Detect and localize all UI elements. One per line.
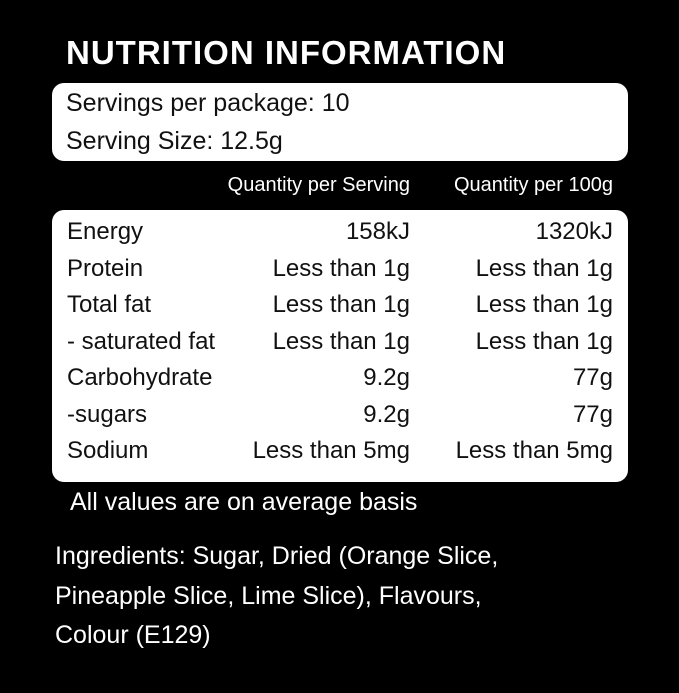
per-serving-value: 9.2g — [363, 364, 410, 391]
per-100g-value: Less than 1g — [475, 327, 613, 355]
per-serving-value: Less than 1g — [272, 291, 410, 318]
column-header: Quantity per 100g — [454, 174, 613, 196]
ingredients-line: Ingredients: Sugar, Dried (Orange Slice, — [55, 542, 499, 570]
per-serving-value: Less than 1g — [272, 254, 410, 282]
per-100g-value: Less than 1g — [475, 254, 613, 282]
nutrient-name: Carbohydrate — [67, 364, 213, 391]
servings-box: Servings per package: 10 Serving Size: 1… — [52, 83, 628, 161]
per-serving-value: 158kJ — [345, 218, 410, 245]
serving-size: Serving Size: 12.5g — [66, 127, 283, 155]
nutrient-name: Total fat — [67, 291, 152, 318]
per-100g-value: 77g — [572, 364, 613, 391]
ingredients-line: Colour (E129) — [55, 621, 211, 649]
table-note: All values are on average basis — [70, 488, 418, 516]
nutrient-name: -sugars — [67, 400, 148, 428]
nutrient-name: Energy — [67, 218, 144, 245]
per-100g-value: 77g — [572, 400, 613, 428]
per-serving-value: 9.2g — [363, 400, 410, 428]
per-100g-value: 1320kJ — [535, 218, 613, 245]
column-header: Quantity per Serving — [227, 174, 410, 196]
nutrient-name: - saturated fat — [67, 327, 216, 355]
ingredients-line: Pineapple Slice, Lime Slice), Flavours, — [55, 581, 482, 610]
per-serving-value: Less than 5mg — [252, 437, 410, 464]
nutrient-name: Protein — [67, 254, 144, 282]
per-serving-value: Less than 1g — [272, 327, 410, 355]
per-100g-value: Less than 5mg — [455, 437, 613, 464]
title: NUTRITION INFORMATION — [66, 34, 507, 71]
nutrition-table: Energy 158kJ 1320kJ Protein Less than 1g Less… — [52, 210, 628, 482]
nutrient-name: Sodium — [67, 437, 149, 464]
per-100g-value: Less than 1g — [475, 291, 613, 318]
servings-per-package: Servings per package: 10 — [66, 89, 350, 117]
